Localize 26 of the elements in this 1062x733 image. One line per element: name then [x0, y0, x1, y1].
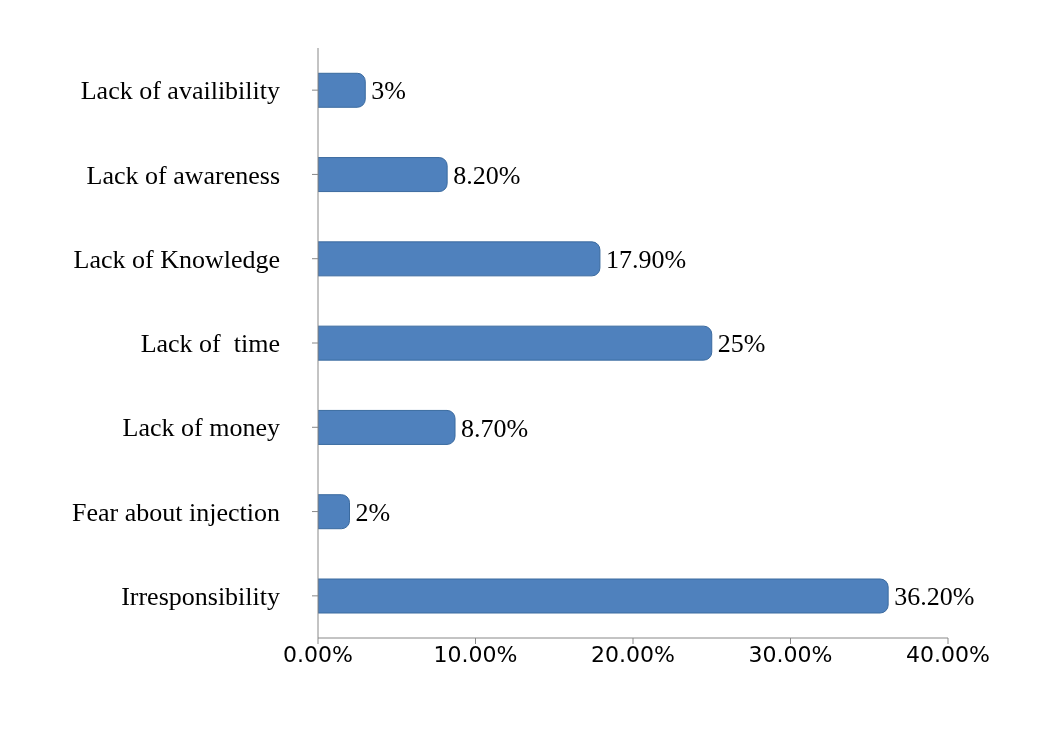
- data-label: 36.20%: [894, 582, 975, 612]
- x-tick-label: 40.00%: [906, 641, 990, 667]
- y-tick-label: Lack of availibility: [80, 76, 280, 106]
- data-label: 3%: [371, 76, 406, 106]
- bar: [318, 241, 601, 277]
- x-tick-label: 0.00%: [283, 641, 353, 667]
- y-tick-label: Lack of Knowledge: [73, 244, 280, 274]
- data-label: 8.20%: [453, 160, 521, 190]
- bar: [318, 157, 448, 193]
- x-tick-label: 20.00%: [591, 641, 675, 667]
- data-label: 17.90%: [605, 244, 687, 274]
- x-tick-label: 10.00%: [433, 641, 518, 667]
- bar: [318, 325, 713, 361]
- data-label: 8.70%: [461, 413, 529, 443]
- data-label: 2%: [355, 497, 391, 527]
- bar: [318, 72, 366, 108]
- bar: [318, 409, 456, 445]
- y-tick-label: Lack of money: [122, 413, 280, 443]
- x-tick-label: 30.00%: [748, 641, 833, 667]
- bar: [318, 494, 350, 530]
- y-tick-label: Fear about injection: [72, 497, 280, 527]
- data-label: 25%: [717, 329, 766, 359]
- y-tick-label: Lack of time: [140, 329, 280, 359]
- y-tick-label: Irresponsibility: [121, 581, 280, 611]
- bar: [318, 578, 889, 614]
- y-tick-label: Lack of awareness: [86, 160, 280, 190]
